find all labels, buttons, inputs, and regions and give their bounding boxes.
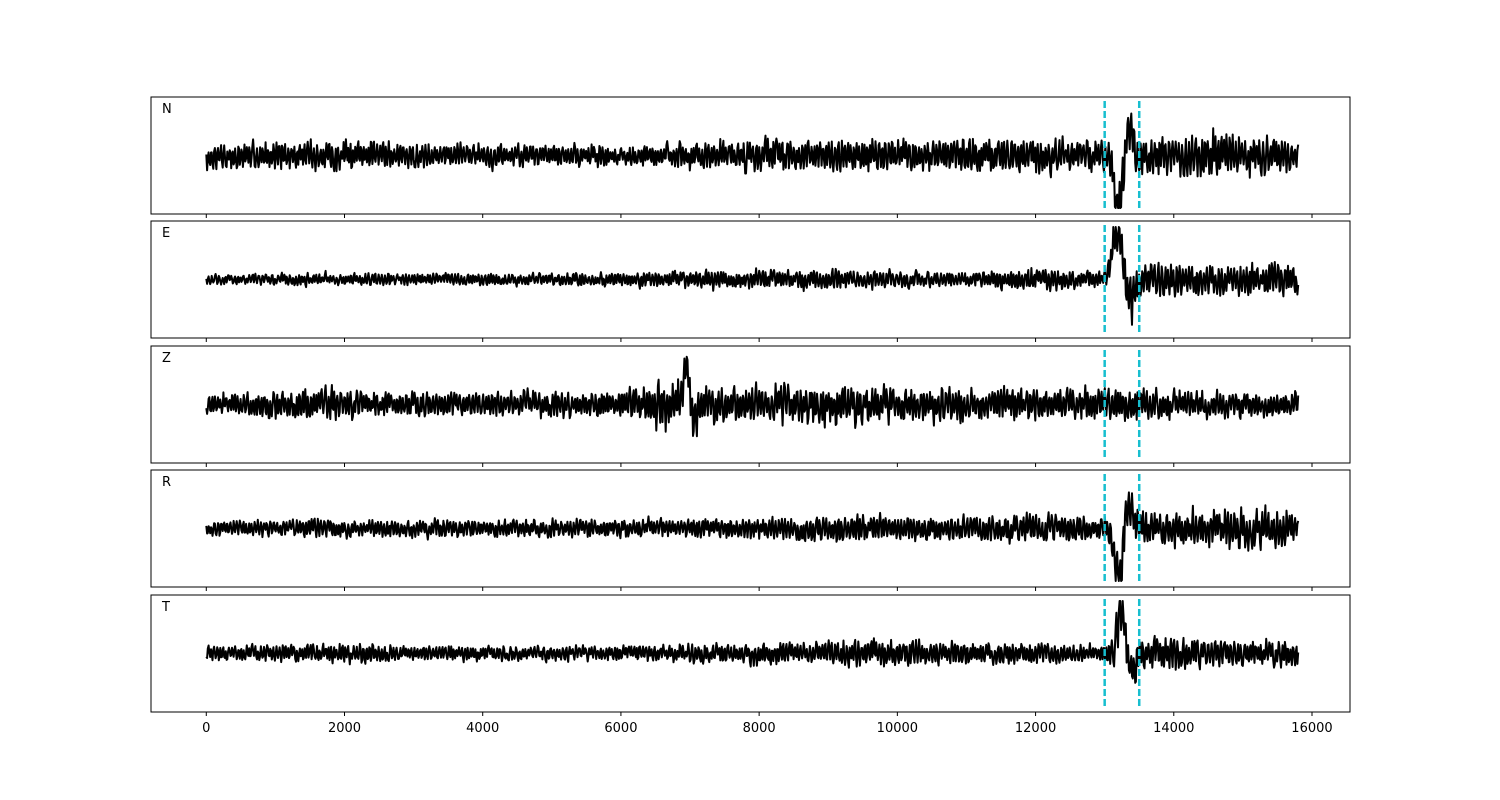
panel-label: R <box>162 475 171 490</box>
x-tick-label: 10000 <box>877 721 918 736</box>
trace-n <box>205 112 1300 209</box>
x-tick-label: 14000 <box>1153 721 1194 736</box>
panel-r: R <box>150 469 1351 591</box>
trace-t <box>205 600 1300 684</box>
trace-z <box>205 355 1300 438</box>
x-axis: 0 2000 4000 6000 8000 10000 12000 14000 16000 <box>202 721 1333 736</box>
x-tick-label: 2000 <box>328 721 361 736</box>
trace-e <box>205 226 1300 326</box>
panel-label: Z <box>162 351 171 366</box>
x-tick-label: 6000 <box>604 721 637 736</box>
x-tick-label: 12000 <box>1015 721 1056 736</box>
x-tick-label: 4000 <box>466 721 499 736</box>
trace-r <box>205 491 1300 582</box>
panel-n: N <box>150 96 1351 218</box>
panel-label: N <box>162 102 172 117</box>
panel-label: T <box>161 600 170 615</box>
panels: N E Z R T <box>150 96 1351 716</box>
x-tick-label: 8000 <box>743 721 776 736</box>
x-tick-label: 16000 <box>1291 721 1332 736</box>
panel-z: Z <box>150 345 1351 467</box>
x-tick-label: 0 <box>202 721 210 736</box>
panel-t: T <box>150 594 1351 716</box>
panel-label: E <box>162 226 170 241</box>
panel-e: E <box>150 220 1351 342</box>
